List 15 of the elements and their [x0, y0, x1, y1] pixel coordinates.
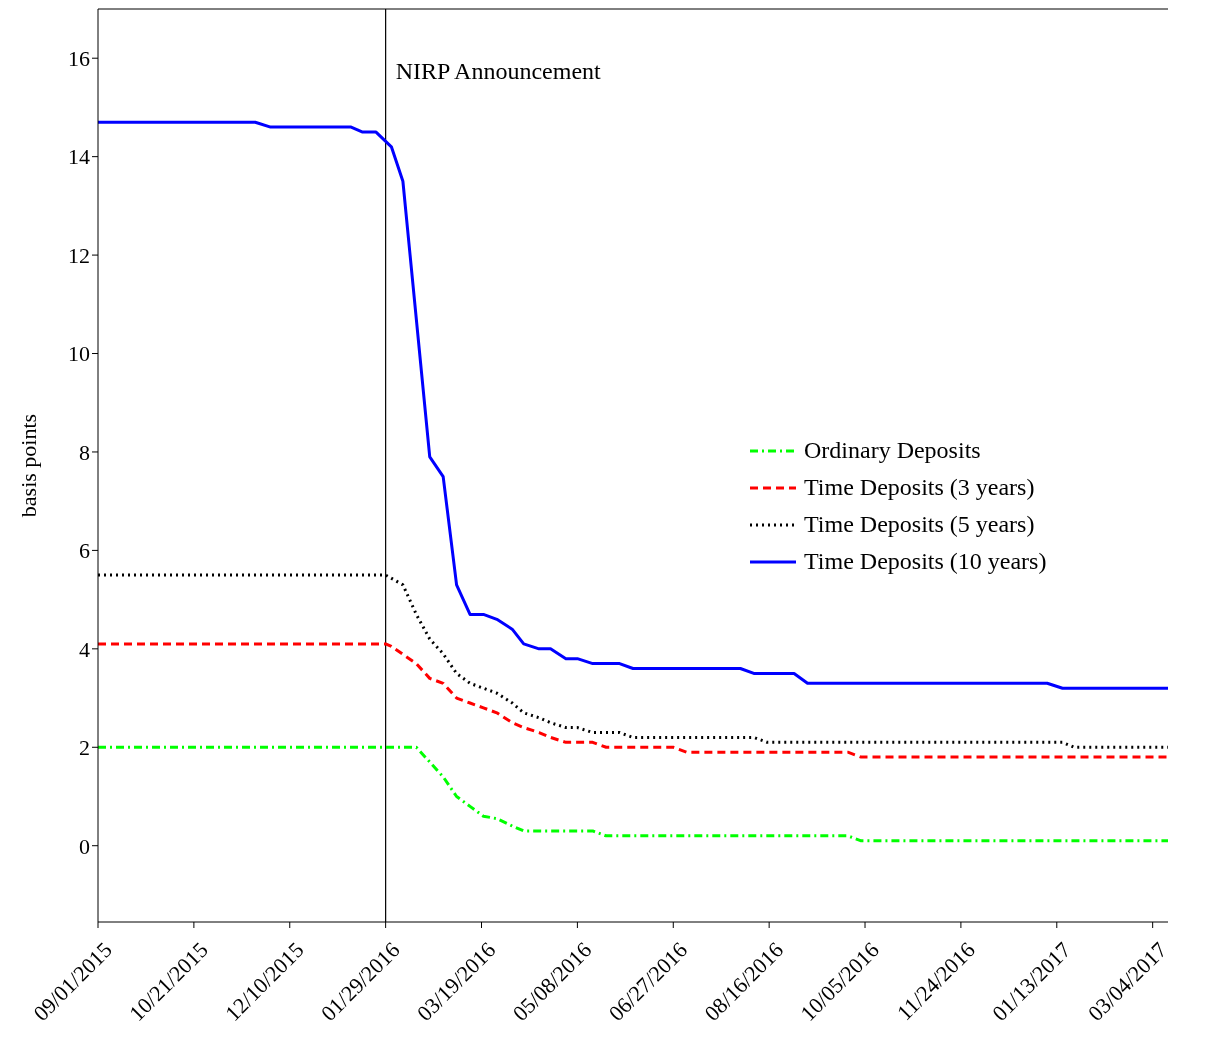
legend-label: Ordinary Deposits — [804, 436, 981, 465]
legend-label: Time Deposits (3 years) — [804, 473, 1035, 502]
ref-line-label: NIRP Announcement — [395, 58, 602, 84]
legend-label: Time Deposits (10 years) — [804, 547, 1047, 576]
y-tick-label: 8 — [79, 439, 90, 465]
legend-label: Time Deposits (5 years) — [804, 510, 1035, 539]
y-tick-label: 0 — [79, 833, 90, 859]
y-tick-label: 4 — [79, 636, 90, 662]
y-axis-title: basis points — [15, 413, 41, 518]
y-tick-label: 6 — [79, 538, 90, 564]
y-tick-label: 14 — [68, 144, 90, 170]
y-tick-label: 2 — [79, 735, 90, 761]
y-tick-label: 16 — [68, 46, 90, 72]
y-tick-label: 10 — [68, 341, 90, 367]
y-tick-label: 12 — [68, 242, 90, 268]
